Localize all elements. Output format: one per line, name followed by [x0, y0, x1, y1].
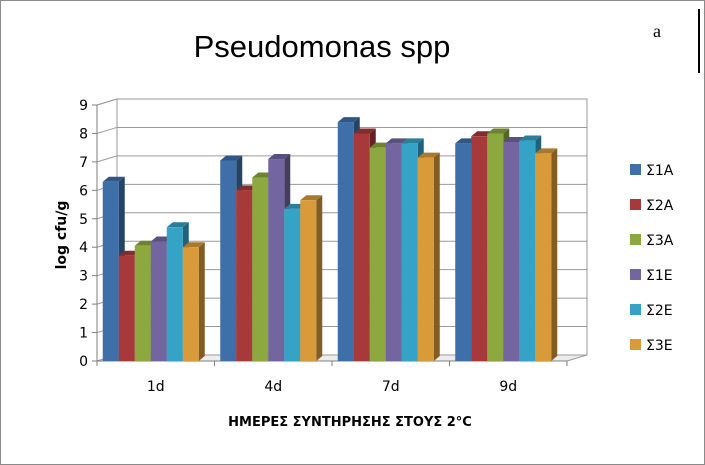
bar-top [417, 152, 440, 158]
bar-top [268, 154, 291, 160]
bar-front [252, 177, 269, 361]
bar-top [519, 135, 542, 141]
y-tick-label: 1 [79, 326, 88, 342]
y-tick-label: 3 [79, 269, 88, 285]
bar-side [198, 242, 205, 361]
y-tick-label: 4 [79, 240, 88, 256]
bar-top [102, 176, 125, 182]
bar-top [182, 242, 205, 248]
bar-front [455, 143, 472, 361]
legend: Σ1Α Σ2Α Σ3Α Σ1Ε Σ2Ε Σ3Ε [630, 163, 674, 354]
bar-front [503, 141, 520, 361]
legend-label: Σ3Α [646, 233, 674, 249]
legend-swatch [630, 234, 641, 245]
bar-front [369, 147, 386, 361]
bar [300, 195, 323, 361]
legend-swatch [630, 164, 641, 175]
legend-swatch [630, 304, 641, 315]
bar-front [471, 136, 488, 361]
y-tick-label: 2 [79, 297, 88, 313]
bar-side [316, 195, 323, 361]
y-tick-label: 7 [79, 155, 88, 171]
bar-top [220, 155, 243, 161]
bar-top [385, 138, 408, 144]
x-tick-label: 7d [382, 379, 400, 395]
x-tick-label: 4d [264, 379, 282, 395]
bar-top [353, 128, 376, 134]
bar [182, 242, 205, 361]
bar-front [220, 160, 237, 361]
legend-item: Σ2Α [630, 198, 674, 214]
bar-top [166, 222, 189, 228]
bar-top [300, 195, 323, 201]
legend-item: Σ1Α [630, 163, 674, 179]
bar-side [433, 152, 440, 361]
y-tick-label: 0 [79, 354, 88, 370]
panel-label: a [653, 21, 661, 41]
plot-area: 0 1 2 3 4 5 6 7 8 9 1d 4d 7d 9d [79, 98, 588, 395]
legend-label: Σ1Α [646, 163, 674, 179]
bar-front [134, 245, 151, 361]
x-axis-label: ΗΜΕΡΕΣ ΣΥΝΤΗΡΗΣΗΣ ΣΤΟΥΣ 2°C [228, 415, 472, 430]
bar-top [487, 128, 510, 134]
legend-item: Σ3Ε [630, 338, 673, 354]
panel-divider [698, 9, 700, 73]
y-tick-label: 6 [79, 183, 88, 199]
bar-front [535, 153, 552, 361]
bar-top [337, 117, 360, 123]
legend-swatch [630, 199, 641, 210]
bar-front [353, 133, 370, 361]
bar-front [102, 181, 119, 361]
bar-front [268, 159, 285, 361]
bar [535, 148, 558, 361]
y-tick-label: 8 [79, 126, 88, 142]
legend-label: Σ3Ε [646, 338, 673, 354]
gridline [96, 126, 587, 134]
legend-label: Σ2Ε [646, 303, 673, 319]
legend-swatch [630, 269, 641, 280]
bar-front [118, 255, 135, 361]
x-tick-label: 1d [147, 379, 165, 395]
bar-front [401, 143, 418, 361]
bar-side [551, 148, 558, 361]
bar [417, 152, 440, 361]
legend-swatch [630, 339, 641, 350]
legend-label: Σ1Ε [646, 268, 673, 284]
bar-front [337, 122, 354, 361]
bar-top [535, 148, 558, 154]
bar-front [519, 140, 536, 361]
bar-front [150, 241, 167, 361]
legend-item: Σ2Ε [630, 303, 673, 319]
bar-front [487, 133, 504, 361]
legend-label: Σ2Α [646, 198, 674, 214]
y-axis-label: log cfu/g [54, 201, 70, 270]
y-tick-label: 5 [79, 212, 88, 228]
bar-front [182, 247, 199, 361]
legend-item: Σ3Α [630, 233, 674, 249]
bar-front [417, 157, 434, 361]
x-tick-label: 9d [499, 379, 517, 395]
bar-front [385, 143, 402, 361]
legend-item: Σ1Ε [630, 268, 673, 284]
y-tick-label: 9 [79, 98, 88, 114]
bar-front [236, 190, 253, 361]
bar-top [401, 138, 424, 144]
bar-front [300, 200, 317, 361]
chart-title: Pseudomonas spp [194, 29, 451, 64]
bar-front [166, 227, 183, 361]
gridline [96, 98, 587, 106]
bar-front [284, 208, 301, 361]
